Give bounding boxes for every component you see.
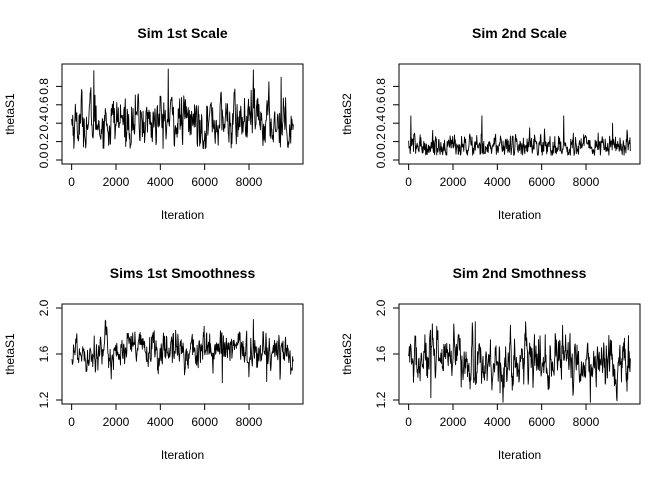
y-tick-label: 1.6 (374, 345, 388, 362)
chart-panel-2: Sim 2nd Scale Iteration thetaS2 0 2000 4000 60… (340, 25, 641, 222)
y-tick-label: 0.4 (37, 115, 51, 132)
chart-title: Sim 2nd Scale (472, 25, 567, 41)
y-tick-label: 0.0 (37, 151, 51, 168)
trace-line (71, 319, 294, 384)
x-tick-label: 2000 (440, 175, 467, 189)
y-tick-label: 1.2 (374, 391, 388, 408)
chart-title: Sim 1st Scale (137, 25, 227, 41)
chart-title: Sims 1st Smoothness (110, 265, 256, 281)
chart-panel-3: Sims 1st Smoothness Iteration thetaS1 0 2000… (3, 265, 304, 462)
x-tick-label: 0 (405, 415, 412, 429)
x-tick-label: 2000 (440, 415, 467, 429)
x-tick-label: 2000 (103, 415, 130, 429)
y-tick-label: 0.8 (374, 78, 388, 95)
chart-title: Sim 2nd Smothness (453, 265, 587, 281)
y-tick-label: 1.2 (37, 391, 51, 408)
x-axis-label: Iteration (498, 448, 541, 462)
y-tick-label: 0.2 (374, 133, 388, 150)
y-tick-label: 0.8 (37, 78, 51, 95)
y-axis-label: thetaS2 (340, 333, 354, 375)
x-tick-label: 8000 (573, 415, 600, 429)
x-axis-label: Iteration (161, 208, 204, 222)
x-axis-label: Iteration (498, 208, 541, 222)
chart-panel-1: Sim 1st Scale Iteration thetaS1 0 2000 4000 60… (3, 25, 304, 222)
y-tick-label: 0.0 (374, 151, 388, 168)
x-tick-label: 8000 (236, 175, 263, 189)
x-tick-label: 0 (68, 175, 75, 189)
x-tick-label: 6000 (528, 415, 555, 429)
x-tick-label: 0 (68, 415, 75, 429)
y-tick-label: 2.0 (37, 299, 51, 316)
y-tick-label: 1.6 (37, 345, 51, 362)
x-tick-label: 6000 (191, 415, 218, 429)
x-tick-label: 8000 (573, 175, 600, 189)
x-tick-label: 4000 (484, 415, 511, 429)
x-tick-label: 0 (405, 175, 412, 189)
x-tick-label: 6000 (528, 175, 555, 189)
y-tick-label: 0.2 (37, 133, 51, 150)
y-tick-label: 2.0 (374, 299, 388, 316)
y-axis-label: thetaS1 (3, 93, 17, 135)
trace-line (408, 115, 631, 156)
y-axis-label: thetaS2 (340, 93, 354, 135)
trace-line (408, 321, 631, 403)
y-axis-label: thetaS1 (3, 333, 17, 375)
y-tick-label: 0.6 (37, 96, 51, 113)
trace-line (71, 68, 294, 150)
chart-panel-4: Sim 2nd Smothness Iteration thetaS2 0 2000 40… (340, 265, 641, 462)
x-tick-label: 6000 (191, 175, 218, 189)
y-tick-label: 0.6 (374, 96, 388, 113)
y-tick-label: 0.4 (374, 115, 388, 132)
x-tick-label: 4000 (147, 415, 174, 429)
x-tick-label: 2000 (103, 175, 130, 189)
x-axis-label: Iteration (161, 448, 204, 462)
x-tick-label: 8000 (236, 415, 263, 429)
x-tick-label: 4000 (147, 175, 174, 189)
x-tick-label: 4000 (484, 175, 511, 189)
